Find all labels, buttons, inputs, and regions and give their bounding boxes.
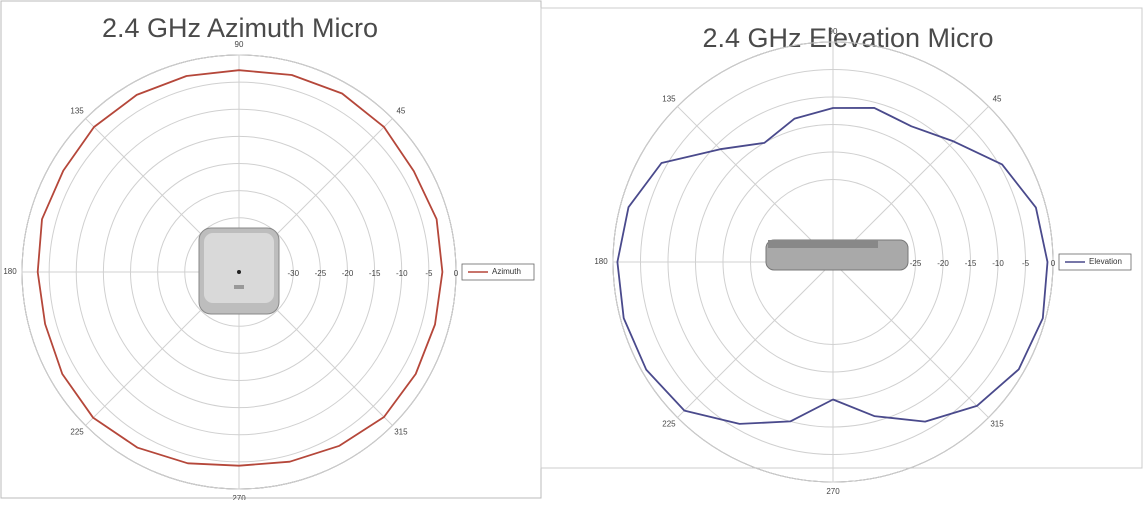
device-led	[237, 270, 241, 274]
theta-tick-label: 90	[829, 27, 838, 36]
r-tick-label: -20	[937, 259, 949, 268]
grid-spoke	[677, 106, 834, 263]
r-tick-label: 0	[1051, 259, 1056, 268]
chart-title: 2.4 GHz Azimuth Micro	[102, 13, 378, 43]
theta-tick-label: 180	[594, 257, 608, 266]
r-tick-label: -20	[342, 269, 354, 278]
r-tick-label: -5	[425, 269, 433, 278]
r-tick-label: -10	[992, 259, 1004, 268]
theta-tick-label: 45	[993, 94, 1002, 103]
theta-tick-label: 90	[235, 40, 244, 49]
legend-box	[1058, 253, 1132, 271]
theta-tick-label: 45	[396, 107, 405, 116]
theta-tick-label: 315	[394, 428, 408, 437]
device-face	[204, 233, 274, 303]
polar-line	[616, 107, 1049, 425]
theta-tick-label: 225	[662, 420, 676, 429]
legend-box	[461, 263, 535, 281]
theta-tick-label: 135	[70, 107, 84, 116]
device-top	[768, 240, 878, 248]
r-tick-label: -15	[369, 269, 381, 278]
grid-spoke	[832, 106, 989, 263]
theta-tick-label: 315	[990, 420, 1004, 429]
r-tick-label: -25	[315, 269, 327, 278]
r-tick-label: -15	[965, 259, 977, 268]
legend-label: Azimuth	[492, 267, 521, 276]
chart-title: 2.4 GHz Elevation Micro	[702, 23, 993, 53]
r-tick-label: -25	[910, 259, 922, 268]
grid-spoke	[677, 261, 834, 418]
r-tick-label: -5	[1022, 259, 1030, 268]
theta-tick-label: 135	[662, 94, 676, 103]
theta-tick-label: 270	[826, 487, 840, 496]
panel-frame	[540, 7, 1143, 469]
legend-label: Elevation	[1089, 257, 1122, 266]
theta-tick-label: 180	[3, 267, 17, 276]
r-tick-label: -30	[287, 269, 299, 278]
device-logo	[234, 285, 244, 289]
grid-spoke	[832, 261, 989, 418]
r-tick-label: -10	[396, 269, 408, 278]
r-tick-label: 0	[454, 269, 459, 278]
device-images	[198, 227, 909, 315]
theta-tick-label: 225	[70, 428, 84, 437]
polar-line	[36, 69, 444, 467]
theta-tick-label: 270	[232, 494, 246, 500]
